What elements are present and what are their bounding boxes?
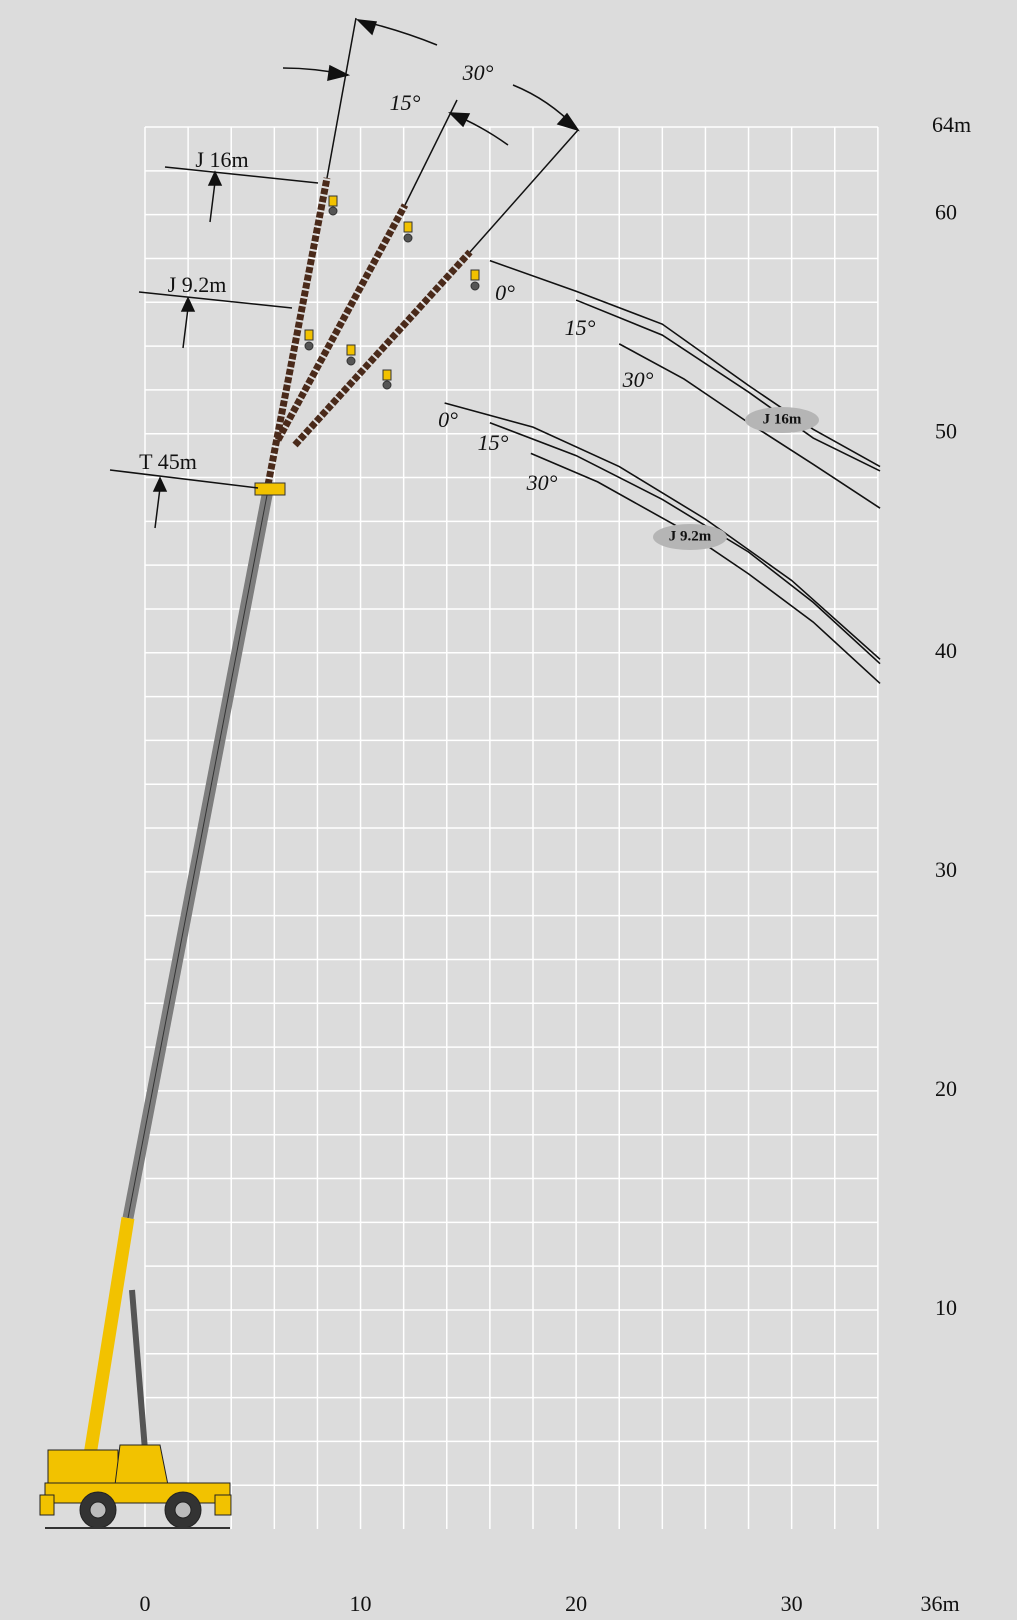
annotation: J 16m: [195, 147, 248, 172]
group-label: J 16m: [763, 411, 802, 427]
boom-head: [254, 482, 286, 496]
curve-label: 0°: [438, 407, 458, 432]
x-tick-label: 36m: [920, 1591, 959, 1616]
y-tick-label: 20: [935, 1076, 957, 1101]
y-tick-label: 60: [935, 200, 957, 225]
leaders: [109, 17, 580, 529]
range-curve: [489, 259, 881, 468]
x-tick-label: 20: [565, 1591, 587, 1616]
y-tick-label: 30: [935, 857, 957, 882]
x-tick-label: 10: [350, 1591, 372, 1616]
carrier: [39, 1444, 232, 1529]
y-tick-label: 64m: [932, 112, 971, 137]
y-tick-label: 40: [935, 638, 957, 663]
annotation: T 45m: [139, 449, 197, 474]
group-label: J 9.2m: [669, 528, 712, 544]
range-curve: [575, 299, 881, 472]
annotation: J 9.2m: [168, 272, 227, 297]
lift-cylinder: [129, 1289, 148, 1451]
curve-label: 15°: [565, 315, 596, 340]
group-badge: [745, 407, 819, 433]
y-tick-label: 50: [935, 419, 957, 444]
y-tick-label: 10: [935, 1295, 957, 1320]
crane: [39, 177, 480, 1529]
labels: 0 10 20 30 36m 10 20 30 40 50 60 64m 0° 15° 30° 0° 15° 30…: [139, 60, 971, 1616]
curve-label: 30°: [526, 470, 558, 495]
group-badge: [653, 524, 727, 550]
boom-edge: [127, 489, 269, 1219]
annotation: 15°: [390, 90, 421, 115]
x-tick-label: 30: [781, 1591, 803, 1616]
x-tick-label: 0: [140, 1591, 151, 1616]
jibs: [264, 177, 473, 486]
curve-label: 30°: [622, 367, 654, 392]
hooks: [304, 195, 480, 390]
annotation: 30°: [462, 60, 494, 85]
boom-base: [83, 1216, 135, 1457]
range-curve: [530, 452, 881, 685]
curve-label: 0°: [495, 280, 515, 305]
curve-label: 15°: [478, 430, 509, 455]
grid: [144, 126, 879, 1529]
range-curve: [444, 402, 881, 660]
